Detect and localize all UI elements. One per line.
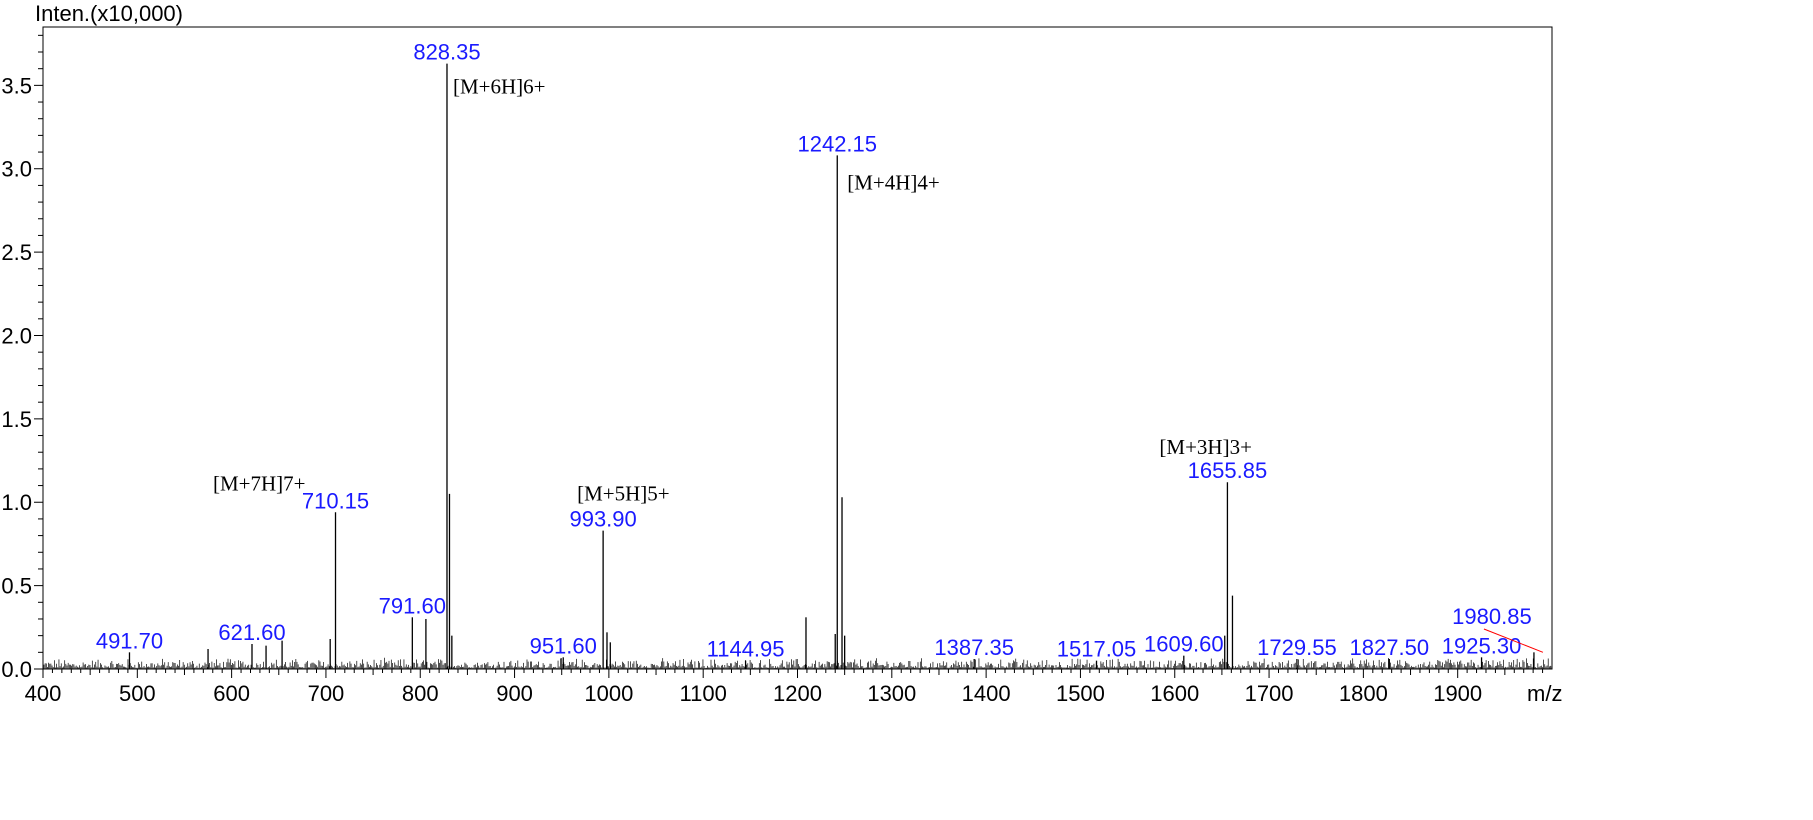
x-tick-label: 1300 (867, 681, 916, 706)
ion-label: [M+5H]5+ (577, 482, 670, 506)
plot-frame (42, 26, 1553, 670)
x-tick-label: 700 (308, 681, 345, 706)
x-tick-label: 1800 (1339, 681, 1388, 706)
x-tick-label: 900 (496, 681, 533, 706)
peak-label: 993.90 (569, 507, 636, 532)
x-axis-title: m/z (1527, 681, 1562, 706)
x-tick-label: 800 (402, 681, 439, 706)
axes (42, 26, 1553, 670)
peak-label: 491.70 (96, 628, 163, 653)
peak-label: 1925.30 (1442, 633, 1522, 658)
peak-label: 1242.15 (797, 131, 877, 156)
x-tick-label: 1200 (773, 681, 822, 706)
y-tick-label: 2.5 (1, 240, 32, 265)
ion-label: [M+6H]6+ (453, 75, 546, 99)
y-tick-label: 1.5 (1, 407, 32, 432)
y-tick-label: 0.5 (1, 574, 32, 599)
peak-label: 1144.95 (707, 637, 785, 662)
peak-label: 1827.50 (1350, 635, 1430, 660)
y-tick-label: 2.0 (1, 323, 32, 348)
y-tick-label: 3.0 (1, 157, 32, 182)
ticks: 400 500 600 700 800 900 1000 1100 1200 1300 1400 15… (1, 34, 1544, 706)
x-tick-label: 1900 (1433, 681, 1482, 706)
baseline-noise (43, 657, 1552, 669)
peak-label: 1980.85 (1452, 604, 1532, 629)
x-tick-label: 600 (213, 681, 250, 706)
x-tick-label: 1500 (1056, 681, 1105, 706)
y-tick-label: 1.0 (1, 490, 32, 515)
peak-label: 791.60 (379, 593, 446, 618)
label-leader-line (1483, 628, 1544, 653)
x-tick-label: 1400 (962, 681, 1011, 706)
y-tick-label: 0.0 (1, 657, 32, 682)
y-tick-label: 3.5 (1, 73, 32, 98)
peak-label: 951.60 (530, 633, 597, 658)
peak-label: 1387.35 (934, 635, 1014, 660)
peak-labels: 491.70 621.60 710.15[M+7H]7+ 791.60 828.35 [M… (96, 40, 1544, 662)
x-tick-label: 1000 (584, 681, 633, 706)
peak-label: 710.15 (302, 488, 369, 513)
ion-label: [M+7H]7+ (213, 471, 306, 495)
peak-label: 1655.85 (1188, 458, 1268, 483)
x-tick-label: 1700 (1245, 681, 1294, 706)
x-tick-label: 500 (119, 681, 156, 706)
peak-label: 828.35 (413, 40, 480, 65)
peak-label: 1609.60 (1144, 632, 1224, 657)
peaks (128, 63, 1535, 669)
noise-path (43, 657, 1552, 669)
y-axis-title: Inten.(x10,000) (35, 1, 183, 26)
ion-label: [M+4H]4+ (847, 170, 940, 194)
peak-label: 1729.55 (1257, 635, 1337, 660)
ion-label: [M+3H]3+ (1159, 435, 1252, 459)
peak-label: 1517.05 (1057, 637, 1137, 662)
peak-label: 621.60 (218, 620, 285, 645)
x-tick-label: 1100 (680, 681, 727, 706)
x-tick-label: 1600 (1150, 681, 1199, 706)
x-tick-label: 400 (25, 681, 62, 706)
